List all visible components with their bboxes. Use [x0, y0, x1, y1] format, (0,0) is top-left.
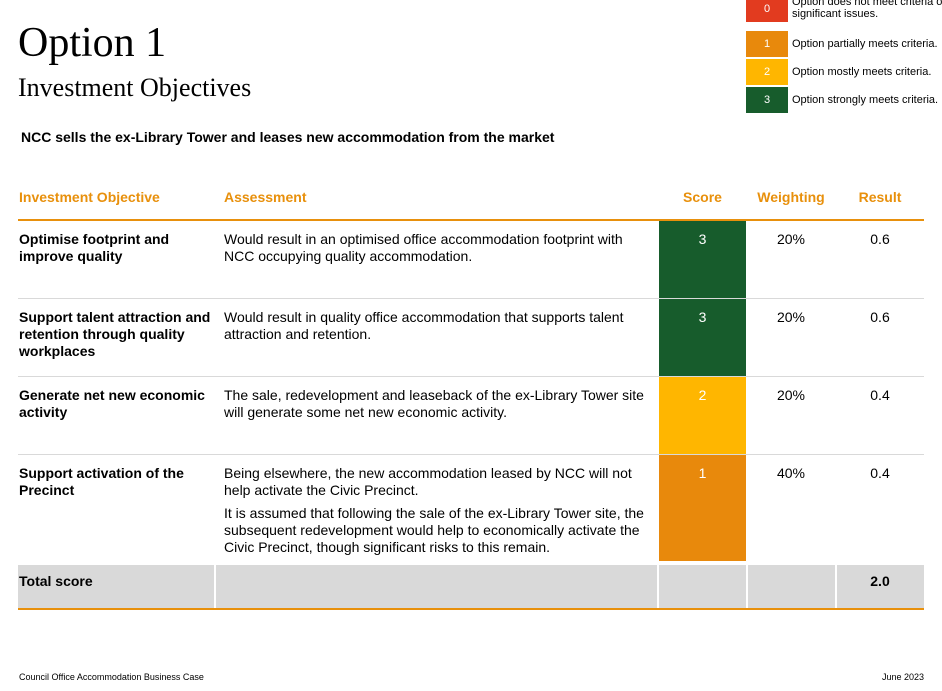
column-header-assessment: Assessment: [224, 189, 307, 205]
legend-swatch-2: 2: [746, 59, 788, 85]
row-1-score: 3: [659, 221, 746, 298]
legend-text-1: Option partially meets criteria.: [792, 38, 938, 50]
header-divider: [18, 219, 924, 221]
row-1-assessment-text: Would result in an optimised office acco…: [224, 231, 623, 264]
row-4-objective: Support activation of the Precinct: [19, 465, 184, 498]
row-3-result: 0.4: [870, 387, 890, 403]
row-1-assessment: Would result in an optimised office acco…: [224, 231, 654, 271]
row-4-weighting: 40%: [776, 465, 806, 481]
footer-date: June 2023: [881, 672, 924, 682]
row-3-assessment: The sale, redevelopment and leaseback of…: [224, 387, 654, 427]
row-2-result: 0.6: [870, 309, 890, 325]
row-4-assessment-text-2: It is assumed that following the sale of…: [224, 505, 644, 555]
column-header-result: Result: [858, 189, 902, 205]
total-row-separator: [657, 565, 659, 608]
legend-item-2: 2 Option mostly meets criteria.: [746, 59, 942, 85]
page-subtitle: Investment Objectives: [18, 73, 252, 102]
total-row: [18, 565, 924, 608]
row-2-assessment-text: Would result in quality office accommoda…: [224, 309, 624, 342]
legend-text-0-line2: significant issues.: [792, 8, 879, 20]
column-header-weighting: Weighting: [757, 189, 825, 205]
row-divider: [18, 376, 924, 377]
legend-text-3: Option strongly meets criteria.: [792, 94, 939, 106]
row-3-score: 2: [659, 377, 746, 454]
total-divider: [18, 608, 924, 610]
row-2-score: 3: [659, 299, 746, 376]
legend-text-0-line1: Option does not meet criteria o: [792, 0, 942, 8]
legend-item-0: 0 Option does not meet criteria o signif…: [746, 0, 942, 22]
row-4-assessment: Being elsewhere, the new accommodation l…: [224, 465, 654, 562]
column-header-objective: Investment Objective: [19, 189, 160, 205]
legend-text-0: Option does not meet criteria o signific…: [792, 0, 942, 20]
row-2-assessment: Would result in quality office accommoda…: [224, 309, 654, 349]
legend-item-3: 3 Option strongly meets criteria.: [746, 87, 942, 113]
row-3-objective: Generate net new economic activity: [19, 387, 205, 420]
row-1-objective: Optimise footprint and improve quality: [19, 231, 170, 264]
legend-item-1: 1 Option partially meets criteria.: [746, 31, 942, 57]
legend-swatch-0: 0: [746, 0, 788, 22]
page-title: Option 1: [18, 20, 167, 66]
row-divider: [18, 454, 924, 455]
row-1-weighting: 20%: [776, 231, 806, 247]
total-row-separator: [835, 565, 837, 608]
row-2-weighting: 20%: [776, 309, 806, 325]
row-divider: [18, 298, 924, 299]
total-score-value: 2.0: [870, 573, 890, 589]
legend-text-2: Option mostly meets criteria.: [792, 66, 932, 78]
total-score-label: Total score: [19, 573, 93, 589]
row-4-score: 1: [659, 455, 746, 561]
row-1-result: 0.6: [870, 231, 890, 247]
legend-swatch-1: 1: [746, 31, 788, 57]
footer-document-title: Council Office Accommodation Business Ca…: [19, 672, 204, 682]
row-2-objective: Support talent attraction and retention …: [19, 309, 211, 359]
row-3-assessment-text: The sale, redevelopment and leaseback of…: [224, 387, 644, 420]
row-4-assessment-text-1: Being elsewhere, the new accommodation l…: [224, 465, 632, 498]
row-4-result: 0.4: [870, 465, 890, 481]
column-header-score: Score: [683, 189, 722, 205]
total-row-separator: [746, 565, 748, 608]
legend-swatch-3: 3: [746, 87, 788, 113]
total-row-separator: [214, 565, 216, 608]
option-description: NCC sells the ex-Library Tower and lease…: [21, 129, 555, 145]
row-3-weighting: 20%: [776, 387, 806, 403]
